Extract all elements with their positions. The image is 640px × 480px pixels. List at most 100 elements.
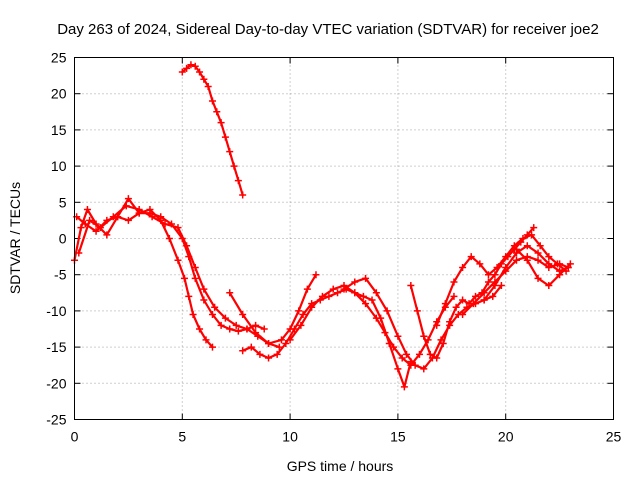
data-point bbox=[497, 282, 505, 290]
data-point bbox=[390, 343, 398, 351]
data-point bbox=[545, 253, 553, 261]
y-tick-label: 25 bbox=[51, 50, 67, 66]
data-point bbox=[86, 216, 94, 224]
data-point bbox=[124, 195, 132, 203]
data-point bbox=[122, 202, 130, 210]
data-point bbox=[191, 274, 199, 282]
data-point bbox=[174, 224, 182, 232]
data-point bbox=[362, 274, 370, 282]
data-point bbox=[234, 327, 242, 335]
data-point bbox=[295, 307, 303, 315]
data-point bbox=[318, 292, 326, 300]
data-point bbox=[234, 177, 242, 185]
data-point bbox=[484, 278, 492, 286]
data-point bbox=[185, 292, 193, 300]
x-tick-label: 15 bbox=[390, 429, 406, 445]
data-point bbox=[530, 224, 538, 232]
data-point bbox=[420, 332, 428, 340]
data-point bbox=[426, 350, 434, 358]
data-point bbox=[252, 321, 260, 329]
data-point bbox=[484, 271, 492, 279]
series-arc-10 bbox=[433, 231, 570, 329]
data-point bbox=[202, 336, 210, 344]
data-point bbox=[243, 325, 251, 333]
data-point bbox=[183, 242, 191, 250]
data-point bbox=[256, 350, 264, 358]
data-point bbox=[334, 289, 342, 297]
data-point bbox=[459, 296, 467, 304]
series-arc-4 bbox=[178, 61, 247, 199]
data-point bbox=[493, 263, 501, 271]
series-arc-3 bbox=[75, 202, 283, 351]
data-point bbox=[502, 253, 510, 261]
data-point bbox=[239, 191, 247, 199]
data-point bbox=[459, 311, 467, 319]
y-tick-label: 5 bbox=[59, 194, 67, 210]
data-point bbox=[441, 300, 449, 308]
data-point bbox=[213, 108, 221, 116]
data-point bbox=[372, 314, 380, 322]
data-point bbox=[446, 318, 454, 326]
series-arc-6 bbox=[286, 282, 458, 369]
data-point bbox=[556, 271, 564, 279]
data-point bbox=[200, 285, 208, 293]
data-point bbox=[523, 242, 531, 250]
data-point bbox=[469, 300, 477, 308]
data-point bbox=[512, 256, 520, 264]
data-point bbox=[232, 321, 240, 329]
data-point bbox=[450, 292, 458, 300]
x-tick-labels: 0 5 10 15 20 25 bbox=[71, 429, 622, 445]
data-point bbox=[180, 274, 188, 282]
data-point bbox=[191, 263, 199, 271]
data-point bbox=[403, 350, 411, 358]
data-point bbox=[103, 231, 111, 239]
x-tick-label: 5 bbox=[178, 429, 186, 445]
chart-title: Day 263 of 2024, Sidereal Day-to-day VTE… bbox=[57, 21, 599, 38]
data-point bbox=[372, 289, 380, 297]
data-point bbox=[534, 256, 542, 264]
y-tick-label: 10 bbox=[51, 158, 67, 174]
data-point bbox=[467, 253, 475, 261]
x-axis-label: GPS time / hours bbox=[287, 458, 394, 474]
y-tick-label: -10 bbox=[46, 303, 66, 319]
data-point bbox=[534, 274, 542, 282]
data-point bbox=[221, 314, 229, 322]
data-point bbox=[566, 260, 574, 268]
data-point bbox=[109, 213, 117, 221]
data-point bbox=[265, 339, 273, 347]
data-point bbox=[208, 97, 216, 105]
data-point bbox=[135, 206, 143, 214]
data-point bbox=[523, 256, 531, 264]
data-point bbox=[277, 336, 285, 344]
data-point bbox=[208, 343, 216, 351]
data-point bbox=[75, 249, 83, 257]
data-point bbox=[183, 64, 191, 72]
series-line bbox=[435, 233, 568, 327]
data-point bbox=[299, 311, 307, 319]
data-point bbox=[273, 350, 281, 358]
data-point bbox=[510, 242, 518, 250]
data-point bbox=[226, 289, 234, 297]
data-point bbox=[452, 303, 460, 311]
data-point bbox=[196, 68, 204, 76]
data-point bbox=[239, 347, 247, 355]
data-point bbox=[433, 321, 441, 329]
y-tick-label: -15 bbox=[46, 339, 66, 355]
data-point bbox=[351, 289, 359, 297]
data-point bbox=[491, 282, 499, 290]
data-point bbox=[174, 256, 182, 264]
data-point bbox=[247, 343, 255, 351]
data-point bbox=[459, 263, 467, 271]
data-point bbox=[411, 361, 419, 369]
data-point bbox=[83, 206, 91, 214]
data-point bbox=[217, 321, 225, 329]
data-point bbox=[359, 292, 367, 300]
data-point bbox=[556, 260, 564, 268]
data-point bbox=[239, 311, 247, 319]
data-point bbox=[545, 282, 553, 290]
data-point bbox=[226, 148, 234, 156]
data-point bbox=[230, 162, 238, 170]
data-series bbox=[71, 61, 574, 391]
